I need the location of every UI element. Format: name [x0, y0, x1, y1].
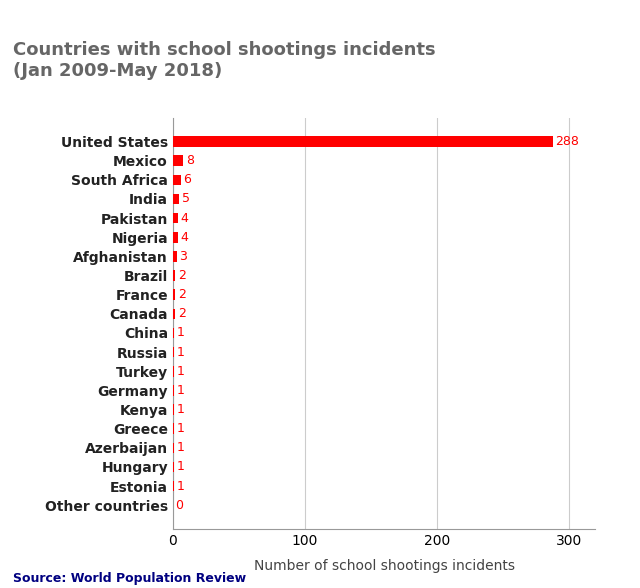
- Bar: [173, 385, 174, 396]
- Text: 3: 3: [179, 250, 188, 263]
- Text: 2: 2: [178, 269, 186, 282]
- Bar: [173, 251, 177, 262]
- Text: 6: 6: [184, 173, 191, 186]
- Text: 2: 2: [178, 308, 186, 320]
- Text: 2: 2: [178, 288, 186, 301]
- Bar: [173, 270, 175, 281]
- Text: 1: 1: [177, 365, 184, 377]
- Text: Source: World Population Review: Source: World Population Review: [13, 572, 246, 585]
- Bar: [173, 462, 174, 472]
- Bar: [173, 309, 175, 319]
- Text: 1: 1: [177, 403, 184, 416]
- Text: Countries with school shootings incidents
(Jan 2009-May 2018): Countries with school shootings incident…: [13, 41, 435, 80]
- Text: 1: 1: [177, 480, 184, 493]
- Bar: [173, 193, 179, 204]
- Bar: [173, 366, 174, 376]
- Text: 1: 1: [177, 326, 184, 339]
- Bar: [173, 136, 553, 147]
- Text: 288: 288: [556, 135, 579, 148]
- Text: 1: 1: [177, 422, 184, 435]
- Text: 4: 4: [180, 212, 189, 225]
- Bar: [173, 423, 174, 434]
- Bar: [173, 213, 178, 223]
- Text: 8: 8: [186, 154, 194, 167]
- Bar: [173, 347, 174, 358]
- Bar: [173, 328, 174, 338]
- Text: 5: 5: [182, 192, 190, 205]
- Text: 4: 4: [180, 230, 189, 244]
- Bar: [173, 481, 174, 492]
- Bar: [173, 405, 174, 415]
- Bar: [173, 443, 174, 453]
- Bar: [173, 175, 180, 185]
- Text: 1: 1: [177, 384, 184, 397]
- Text: 0: 0: [175, 499, 184, 512]
- Text: 1: 1: [177, 346, 184, 359]
- Bar: [173, 155, 184, 166]
- Text: 1: 1: [177, 442, 184, 455]
- Bar: [173, 232, 178, 242]
- X-axis label: Number of school shootings incidents: Number of school shootings incidents: [253, 559, 515, 573]
- Text: 1: 1: [177, 460, 184, 473]
- Bar: [173, 289, 175, 300]
